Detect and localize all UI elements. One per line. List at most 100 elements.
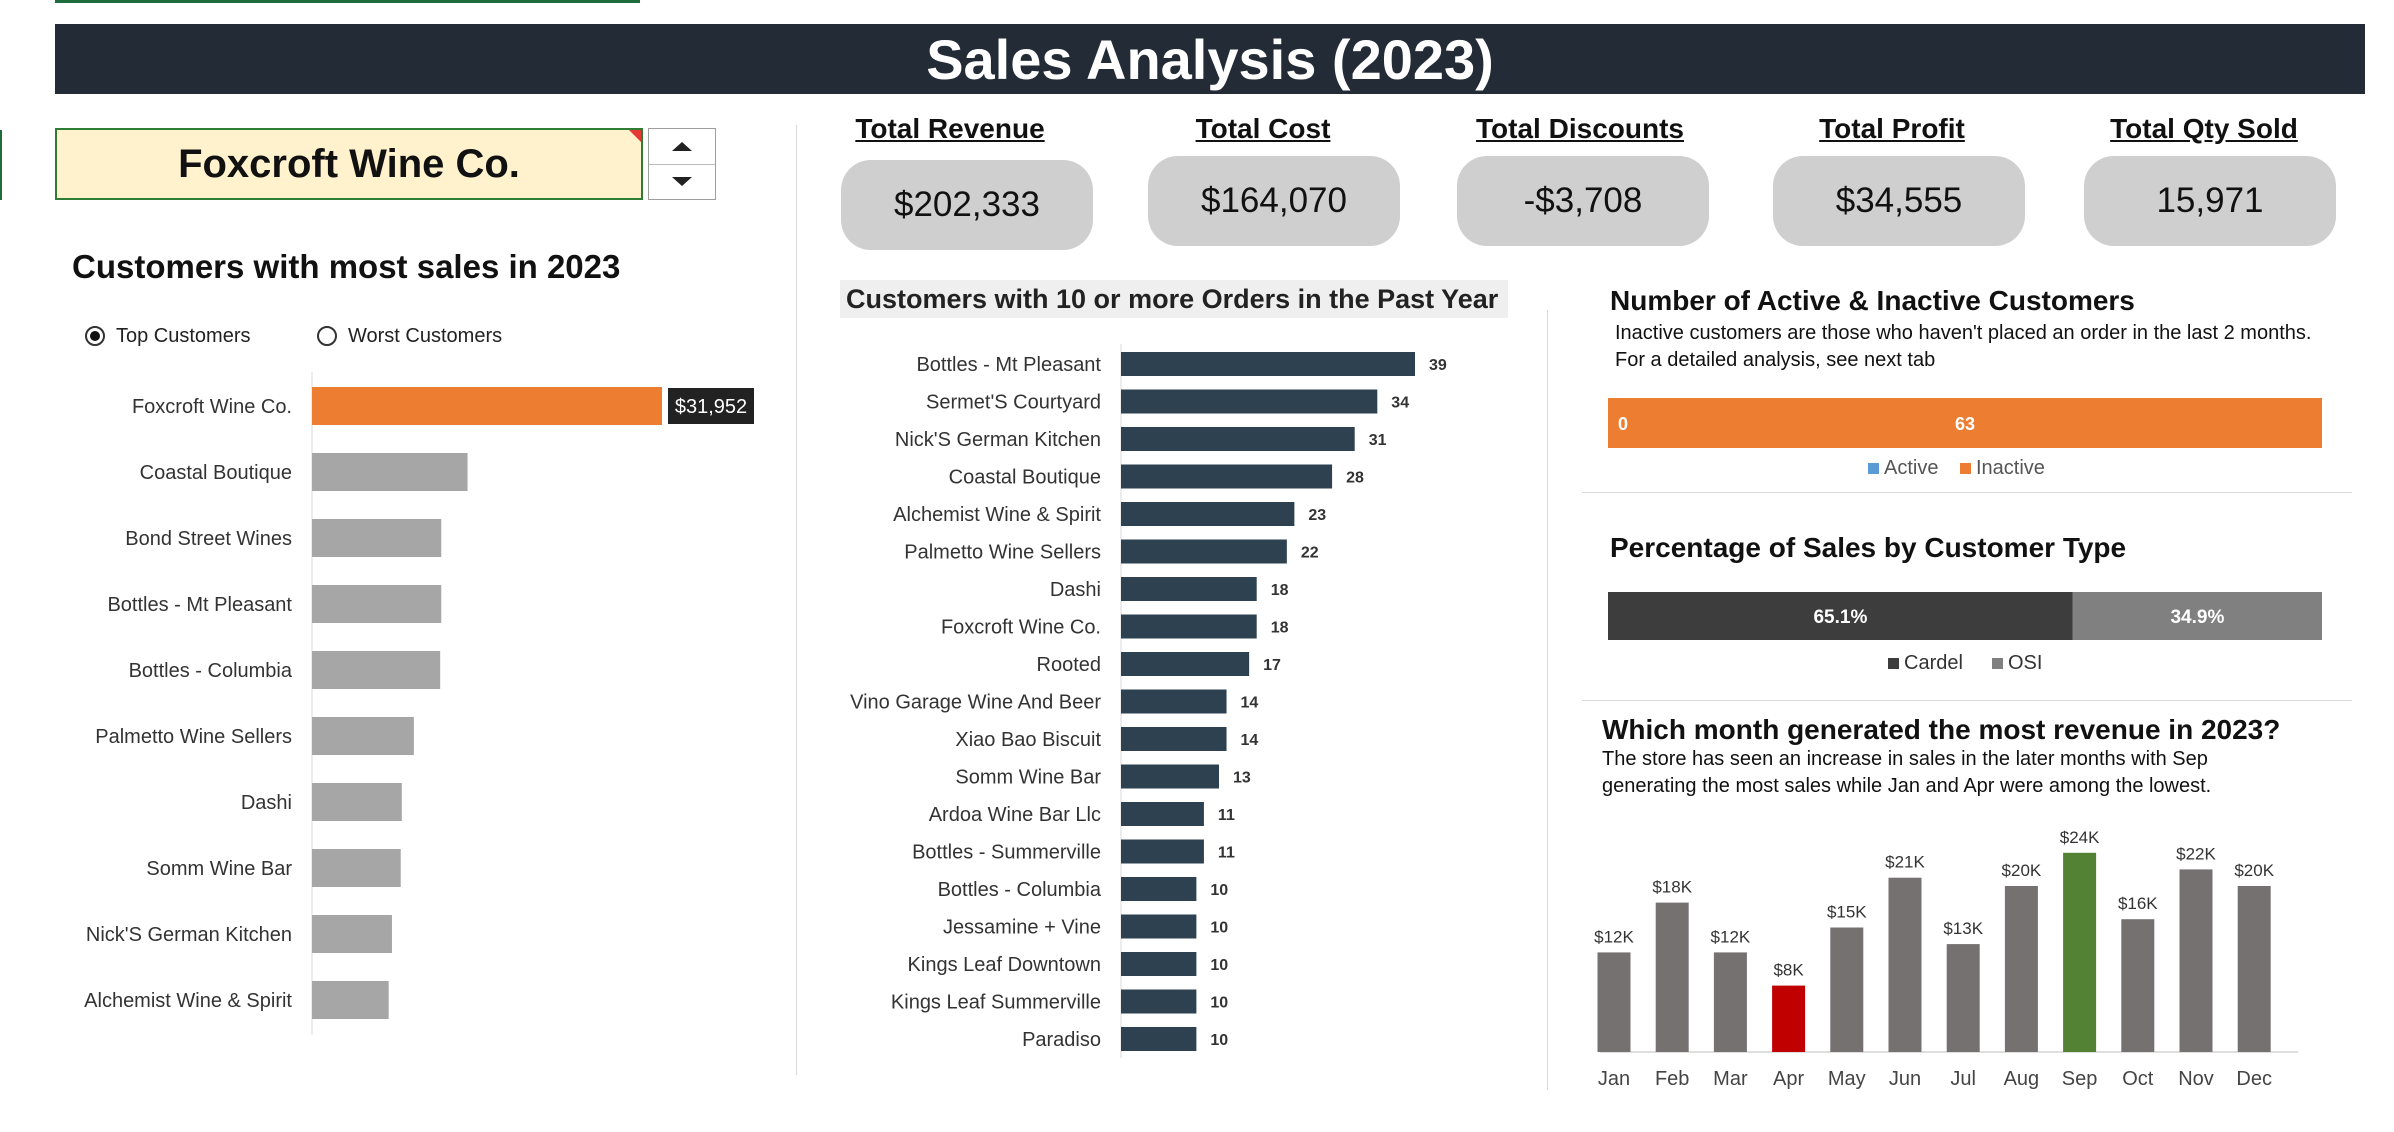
orders-count-label: 11 bbox=[1218, 807, 1235, 824]
top-customer-label: Bottles - Columbia bbox=[129, 660, 293, 682]
legend-inactive-label: Inactive bbox=[1976, 457, 2045, 479]
orders-chart: Bottles - Mt Pleasant 39 Sermet'S Courtyar… bbox=[850, 344, 1447, 1058]
top-customer-label: Bond Street Wines bbox=[125, 528, 292, 550]
arrow-up-icon bbox=[672, 142, 692, 151]
active-count-label: 0 bbox=[1618, 414, 1628, 434]
top-customer-label: Dashi bbox=[241, 792, 292, 814]
orders-count-label: 18 bbox=[1271, 620, 1289, 637]
month-tick-label: Mar bbox=[1713, 1068, 1748, 1090]
month-tick-label: Nov bbox=[2178, 1068, 2214, 1090]
orders-count-label: 39 bbox=[1429, 357, 1447, 374]
orders-bar bbox=[1121, 614, 1257, 639]
kpi-qty-label: Total Qty Sold bbox=[2110, 113, 2298, 144]
monthly-revenue-title: Which month generated the most revenue i… bbox=[1602, 714, 2281, 745]
active-inactive-note: Inactive customers are those who haven't… bbox=[1615, 322, 2312, 371]
top-customer-bar bbox=[312, 387, 662, 425]
legend-cardel-label: Cardel bbox=[1904, 652, 1963, 674]
spinner-down-button[interactable] bbox=[649, 164, 715, 199]
monthly-revenue-chart: $12K Jan $18K Feb $12K Mar $8K Apr $15K May $21K Ju… bbox=[1594, 828, 2298, 1090]
orders-bar bbox=[1121, 539, 1287, 564]
orders-bar bbox=[1121, 989, 1197, 1014]
kpi-revenue-label: Total Revenue bbox=[855, 113, 1045, 144]
month-bar bbox=[2063, 852, 2097, 1052]
sheet-top-accent bbox=[55, 0, 640, 3]
monthly-revenue-note: The store has seen an increase in sales … bbox=[1602, 748, 2212, 797]
month-value-label: $21K bbox=[1885, 853, 1925, 872]
month-tick-label: Dec bbox=[2236, 1068, 2272, 1090]
orders-count-label: 11 bbox=[1218, 845, 1235, 862]
orders-bar bbox=[1121, 577, 1257, 601]
orders-customer-label: Ardoa Wine Bar Llc bbox=[929, 804, 1101, 826]
orders-count-label: 10 bbox=[1210, 957, 1228, 974]
orders-customer-label: Bottles - Summerville bbox=[912, 842, 1101, 864]
orders-bar bbox=[1121, 502, 1295, 526]
customer-selector-cell[interactable]: Foxcroft Wine Co. bbox=[55, 128, 643, 200]
customer-type-chart: 65.1% 34.9% Cardel OSI bbox=[1608, 592, 2322, 674]
kpi-revenue-value: $202,333 bbox=[841, 160, 1093, 250]
top-customer-value-label: $31,952 bbox=[675, 396, 747, 418]
active-inactive-chart: 0 63 Active Inactive bbox=[1608, 398, 2322, 479]
orders-customer-label: Dashi bbox=[1050, 579, 1101, 601]
page-title: Sales Analysis (2023) bbox=[926, 28, 1494, 91]
kpi-cost-label: Total Cost bbox=[1195, 113, 1331, 144]
worst-customers-radio-label: Worst Customers bbox=[348, 325, 503, 347]
osi-percent-label: 34.9% bbox=[2170, 607, 2224, 628]
month-bar bbox=[2237, 886, 2271, 1052]
inactive-count-label: 63 bbox=[1955, 414, 1975, 434]
top-customers-radio[interactable] bbox=[85, 326, 105, 346]
month-value-label: $15K bbox=[1827, 903, 1867, 922]
legend-inactive-swatch bbox=[1960, 463, 1971, 474]
month-tick-label: May bbox=[1828, 1068, 1866, 1090]
comment-flag-icon bbox=[629, 130, 641, 142]
inactive-segment bbox=[1608, 398, 2322, 448]
month-value-label: $13K bbox=[1943, 919, 1983, 938]
top-customer-label: Nick'S German Kitchen bbox=[86, 924, 292, 946]
legend-osi-swatch bbox=[1992, 658, 2003, 669]
top-customers-radio-label: Top Customers bbox=[116, 325, 251, 347]
legend-cardel-swatch bbox=[1888, 658, 1899, 669]
spinner-up-button[interactable] bbox=[649, 129, 715, 165]
month-value-label: $12K bbox=[1594, 927, 1634, 946]
top-customer-bar bbox=[312, 651, 441, 689]
orders-bar bbox=[1121, 389, 1378, 414]
orders-bar bbox=[1121, 877, 1197, 901]
month-tick-label: Jul bbox=[1950, 1068, 1976, 1090]
orders-customer-label: Somm Wine Bar bbox=[955, 767, 1101, 789]
orders-bar bbox=[1121, 427, 1355, 451]
orders-bar bbox=[1121, 652, 1250, 676]
orders-count-label: 10 bbox=[1210, 882, 1228, 899]
worst-customers-radio[interactable] bbox=[317, 326, 337, 346]
month-value-label: $20K bbox=[2234, 861, 2274, 880]
top-customer-label: Somm Wine Bar bbox=[146, 858, 292, 880]
month-value-label: $8K bbox=[1773, 961, 1804, 980]
arrow-down-icon bbox=[672, 177, 692, 186]
month-bar bbox=[1713, 952, 1747, 1052]
orders-bar bbox=[1121, 352, 1415, 376]
orders-customer-label: Rooted bbox=[1037, 654, 1102, 676]
legend-osi-label: OSI bbox=[2008, 652, 2042, 674]
legend-active-swatch bbox=[1868, 463, 1879, 474]
month-value-label: $22K bbox=[2176, 844, 2216, 863]
orders-count-label: 10 bbox=[1210, 920, 1228, 937]
orders-bar bbox=[1121, 802, 1204, 826]
orders-customer-label: Foxcroft Wine Co. bbox=[941, 617, 1101, 639]
customer-spinner[interactable] bbox=[648, 128, 716, 200]
top-customer-bar bbox=[312, 717, 414, 755]
orders-count-label: 31 bbox=[1369, 432, 1387, 449]
month-tick-label: Jun bbox=[1889, 1068, 1921, 1090]
kpi-profit-value: $34,555 bbox=[1773, 156, 2025, 246]
orders-count-label: 14 bbox=[1241, 695, 1259, 712]
orders-count-label: 34 bbox=[1391, 395, 1409, 412]
month-bar bbox=[1888, 877, 1922, 1052]
orders-customer-label: Coastal Boutique bbox=[949, 467, 1101, 489]
orders-customer-label: Vino Garage Wine And Beer bbox=[850, 692, 1101, 714]
month-bar bbox=[1830, 927, 1864, 1052]
orders-count-label: 13 bbox=[1233, 770, 1251, 787]
month-bar bbox=[2121, 919, 2155, 1052]
divider-active-type bbox=[1582, 492, 2352, 493]
month-tick-label: Apr bbox=[1773, 1068, 1804, 1090]
orders-customer-label: Alchemist Wine & Spirit bbox=[893, 504, 1101, 526]
orders-bar bbox=[1121, 464, 1333, 489]
cardel-percent-label: 65.1% bbox=[1813, 607, 1867, 628]
orders-customer-label: Bottles - Mt Pleasant bbox=[916, 354, 1101, 376]
